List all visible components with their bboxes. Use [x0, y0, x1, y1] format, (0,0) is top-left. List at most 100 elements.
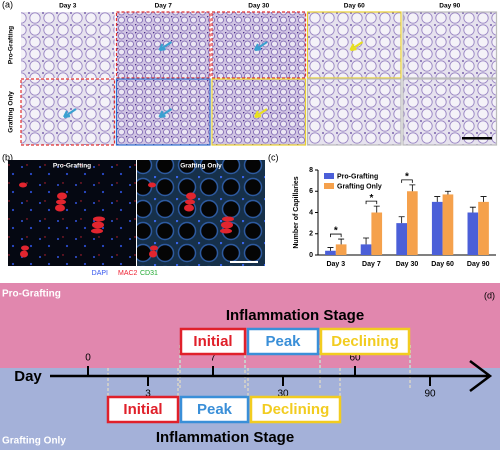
mac2-stain — [57, 192, 67, 200]
timeline-tick-label: 90 — [424, 389, 436, 400]
phase-label: Peak — [265, 333, 301, 350]
legend-label: Pro-Grafting — [337, 173, 378, 180]
stage-title: Inflammation Stage — [156, 429, 294, 446]
y-axis-label: Number of Capillaries — [293, 176, 300, 248]
column-label: Day 30 — [248, 3, 269, 10]
error-bar — [398, 216, 405, 224]
y-tick-label: 8 — [309, 167, 313, 174]
group-label: Pro-Grafting — [2, 289, 61, 300]
phase-label: Peak — [197, 401, 233, 418]
scale-bar — [462, 137, 492, 140]
bar — [360, 244, 372, 255]
mac2-stain — [19, 182, 27, 188]
bar — [431, 201, 443, 255]
mac2-stain — [56, 199, 66, 205]
mac2-stain — [222, 216, 234, 222]
mac2-stain — [55, 204, 65, 212]
significance-bracket — [330, 233, 342, 238]
mac2-stain — [184, 204, 194, 212]
stain-label: MAC2 — [118, 270, 138, 277]
arrow — [254, 108, 268, 119]
phase-box — [106, 395, 180, 424]
mac2-stain — [150, 245, 158, 251]
mac2-stain — [220, 228, 232, 234]
x-tick-label: Day 7 — [362, 261, 381, 268]
phase-label: Declining — [262, 401, 330, 418]
x-tick-label: Day 3 — [326, 261, 345, 268]
panel-label: (a) — [2, 0, 13, 9]
y-tick-label: 0 — [309, 252, 313, 259]
arrow — [158, 41, 173, 52]
error-bar — [373, 205, 380, 213]
axis-label: Day — [14, 368, 42, 385]
timeline-tick-label: 7 — [210, 353, 216, 364]
panel-label: (b) — [2, 152, 13, 162]
histology-image — [402, 11, 498, 79]
error-bar — [327, 247, 334, 251]
phase-label: Declining — [331, 333, 399, 350]
arrow — [63, 108, 77, 119]
histology-image — [211, 11, 307, 79]
column-label: Day 90 — [439, 3, 460, 10]
timeline-tick-label: 3 — [145, 389, 151, 400]
x-tick-label: Day 30 — [396, 261, 419, 268]
error-bar — [363, 237, 370, 245]
bar — [371, 212, 383, 255]
phase-label: Initial — [193, 333, 232, 350]
row-label: Grafting Only — [8, 91, 15, 133]
x-tick-label: Day 90 — [467, 261, 490, 268]
group-label: Grafting Only — [2, 436, 66, 447]
mac2-stain — [92, 221, 104, 229]
error-bar — [480, 196, 487, 202]
histology-image — [211, 78, 307, 146]
bar — [407, 191, 418, 255]
image-title: Grafting Only — [180, 163, 222, 170]
bar — [442, 194, 454, 255]
phase-box — [249, 395, 342, 424]
panel-label: (c) — [268, 152, 279, 162]
image-title: Pro-Grafting — [53, 163, 91, 170]
column-label: Day 60 — [344, 3, 365, 10]
histology-image — [20, 78, 116, 146]
phase-box — [319, 327, 411, 356]
error-bar — [409, 184, 416, 192]
mac2-stain — [20, 250, 28, 258]
arrow — [158, 108, 173, 119]
timeline-tick-label: 60 — [349, 353, 361, 364]
mac2-stain — [91, 228, 103, 234]
timeline-axis — [50, 360, 493, 392]
arrow — [254, 41, 268, 52]
significance-mark: * — [369, 193, 373, 204]
arrow — [349, 41, 364, 52]
histology-image — [402, 78, 498, 146]
error-bar — [469, 206, 476, 213]
fluorescence-image — [8, 160, 136, 266]
mac2-stain — [148, 182, 156, 188]
significance-bracket — [401, 179, 413, 183]
histology-image — [21, 12, 115, 78]
mac2-stain — [221, 221, 233, 229]
bar — [467, 212, 479, 255]
histology-image — [306, 78, 402, 146]
legend-label: Grafting Only — [337, 183, 382, 190]
histology-image — [306, 11, 402, 79]
scale-bar — [230, 261, 258, 263]
legend-swatch — [324, 173, 334, 179]
bar — [478, 201, 489, 255]
bar — [396, 223, 407, 255]
stain-label: CD31 — [140, 270, 158, 277]
mac2-stain — [149, 250, 157, 258]
fluorescence-image — [137, 160, 265, 266]
stain-label: DAPI — [92, 270, 108, 277]
phase-label: Initial — [123, 401, 162, 418]
error-bar — [444, 190, 451, 195]
mac2-stain — [21, 245, 29, 251]
timeline-tick-label: 30 — [277, 389, 289, 400]
significance-mark: * — [334, 226, 338, 237]
mac2-stain — [185, 199, 195, 205]
legend-swatch — [324, 183, 334, 189]
column-label: Day 3 — [59, 3, 77, 10]
histology-image — [115, 11, 211, 79]
phase-box — [179, 327, 247, 356]
